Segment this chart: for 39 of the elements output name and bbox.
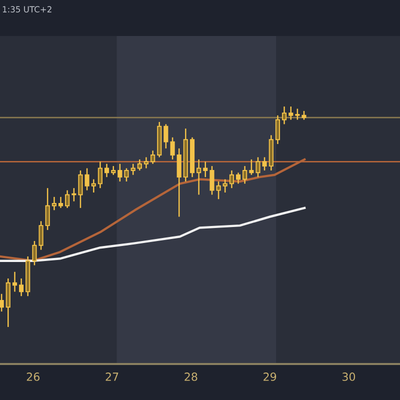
candlestick: [210, 165, 214, 196]
candlestick: [45, 187, 50, 231]
candlestick: [124, 168, 129, 182]
candlestick: [12, 271, 18, 292]
candlestick: [170, 136, 175, 160]
candlestick: [295, 108, 300, 120]
x-tick-label: 26: [26, 372, 40, 381]
candlestick: [52, 196, 56, 211]
x-tick-label: 28: [184, 372, 198, 381]
candlestick: [275, 114, 280, 145]
candlestick: [236, 172, 241, 184]
candlestick: [144, 156, 148, 169]
x-tick-label: 30: [342, 372, 356, 381]
candlestick: [150, 150, 156, 164]
candlestick: [216, 180, 221, 200]
candlestick: [118, 163, 122, 182]
candlestick: [282, 106, 287, 125]
x-tick-label: 27: [106, 372, 118, 381]
candlestick: [19, 278, 24, 297]
candlestick: [65, 190, 70, 209]
candlestick: [58, 196, 64, 209]
candlestick: [229, 170, 234, 189]
candlestick: [196, 158, 202, 196]
candlestick: [242, 165, 248, 184]
candlestick: [104, 163, 110, 178]
candlestick: [176, 148, 182, 218]
candlestick: [137, 158, 142, 172]
candlestick: [98, 161, 102, 189]
candlestick: [288, 106, 294, 120]
candlestick: [72, 187, 76, 202]
candlestick: [0, 293, 4, 312]
x-tick-label: 29: [264, 372, 276, 381]
candlestick: [91, 178, 96, 194]
candlestick: [203, 161, 208, 178]
text: 1:35 UTC+2: [2, 6, 52, 12]
candlestick: [249, 158, 254, 176]
candlestick: [130, 163, 136, 176]
candlestick: [222, 178, 228, 194]
candlestick: [164, 124, 168, 150]
